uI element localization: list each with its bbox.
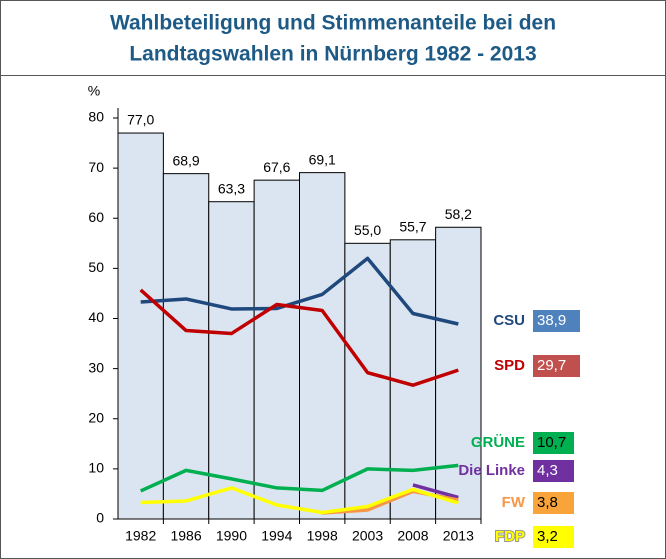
legend-value-box — [533, 492, 574, 514]
y-tick-label: 40 — [88, 309, 104, 325]
x-tick-label: 2008 — [397, 528, 428, 544]
legend-label: CSU — [493, 312, 525, 329]
legend-label: FW — [502, 494, 526, 511]
bar-label: 77,0 — [127, 112, 154, 128]
y-tick-label: 10 — [88, 460, 104, 476]
x-tick-label: 1986 — [170, 528, 201, 544]
legend-label: Die Linke — [458, 462, 525, 479]
y-tick-label: 50 — [88, 259, 104, 275]
bar — [162, 173, 210, 520]
y-tick-label: 60 — [88, 209, 104, 225]
bar-label: 68,9 — [172, 152, 199, 168]
bar-label: 58,2 — [445, 206, 472, 222]
chart-title: Landtagswahlen in Nürnberg 1982 - 2013 — [129, 43, 536, 66]
legend-value: 38,9 — [537, 312, 566, 329]
legend-value: 10,7 — [537, 434, 566, 451]
bar — [435, 226, 482, 520]
bar — [253, 179, 300, 520]
bar-label: 63,3 — [218, 180, 245, 196]
series-line — [140, 256, 459, 326]
series-line — [412, 483, 459, 500]
x-tick-label: 1990 — [216, 528, 247, 544]
chart-title: Wahlbeteiligung und Stimmenanteile bei d… — [110, 12, 556, 35]
legend-value-box — [533, 355, 580, 377]
y-tick-label: 20 — [88, 409, 104, 425]
bar-label: 67,6 — [263, 159, 290, 175]
x-tick-label: 1982 — [125, 528, 156, 544]
x-tick-label: 2003 — [352, 528, 383, 544]
legend-value-box — [533, 432, 574, 454]
series-line — [140, 486, 459, 515]
series-line — [139, 463, 459, 493]
y-tick-label: 80 — [88, 109, 104, 125]
legend-value: 4,3 — [537, 462, 558, 479]
bar-label: 69,1 — [309, 151, 336, 167]
legend-label: FDP — [495, 528, 525, 545]
x-tick-label: 1998 — [307, 528, 338, 544]
legend-value-box — [533, 526, 574, 548]
y-tick-label: 30 — [88, 359, 104, 375]
legend-value-box — [533, 460, 574, 482]
legend-value: 29,7 — [537, 357, 566, 374]
bar — [208, 201, 255, 520]
y-tick-label: 0 — [96, 510, 104, 526]
bar — [117, 132, 164, 520]
legend-label: SPD — [494, 357, 525, 374]
legend-value: 3,2 — [537, 528, 558, 545]
x-tick-label: 2013 — [443, 528, 474, 544]
legend-label: GRÜNE — [471, 434, 525, 451]
bar — [299, 172, 346, 520]
y-tick-label: 70 — [88, 159, 104, 175]
series-line — [139, 288, 459, 387]
bar-label: 55,7 — [399, 219, 426, 235]
legend-value: 3,8 — [537, 494, 558, 511]
y-unit: % — [88, 83, 100, 99]
legend-value-box — [533, 310, 580, 332]
x-tick-label: 1994 — [261, 528, 292, 544]
bar-label: 55,0 — [354, 222, 381, 238]
